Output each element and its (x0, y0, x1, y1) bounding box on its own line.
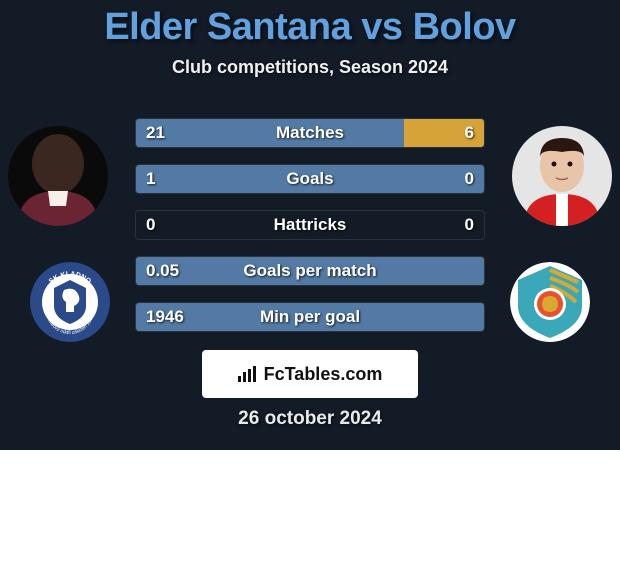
stat-label: Goals per match (136, 257, 484, 285)
source-logo: FcTables.com (202, 350, 418, 398)
stat-row: 10Goals (135, 164, 485, 194)
stats-list: 216Matches 10Goals 00Hattricks 0.05Goals pe… (135, 118, 485, 348)
stat-row: 1946Min per goal (135, 302, 485, 332)
date-label: 26 october 2024 (0, 408, 620, 430)
stat-row: 216Matches (135, 118, 485, 148)
stat-label: Hattricks (136, 211, 484, 239)
stat-row: 00Hattricks (135, 210, 485, 240)
comparison-card: Elder Santana vs Bolov Club competitions… (0, 0, 620, 450)
logo-text: FcTables.com (264, 364, 383, 385)
player-right-avatar (512, 126, 612, 226)
club-right-badge (510, 262, 590, 342)
club-left-badge: SK KLADNO fotbalový oddíl založen 1903 (30, 262, 110, 342)
blank-area (0, 450, 620, 580)
chart-icon (238, 366, 258, 382)
player-left-avatar (8, 126, 108, 226)
stat-row: 0.05Goals per match (135, 256, 485, 286)
page-title: Elder Santana vs Bolov (104, 6, 515, 49)
stat-label: Goals (136, 165, 484, 193)
stat-label: Matches (136, 119, 484, 147)
page-subtitle: Club competitions, Season 2024 (172, 57, 448, 78)
stat-label: Min per goal (136, 303, 484, 331)
